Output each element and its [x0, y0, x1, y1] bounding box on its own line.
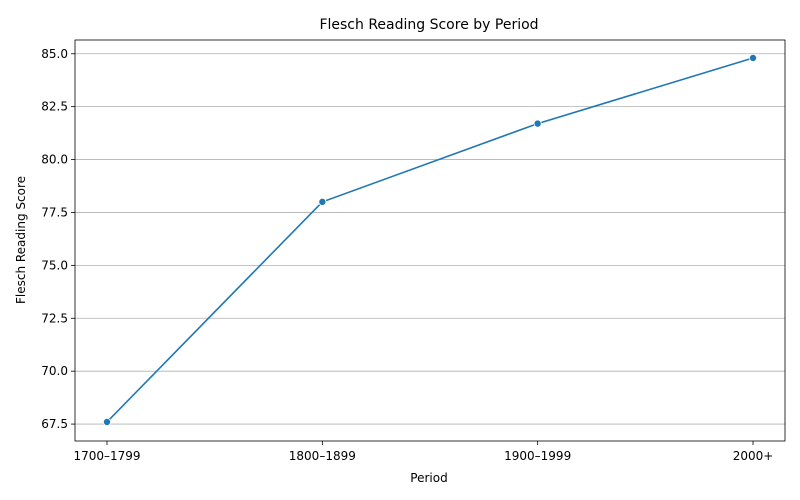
y-tick-label: 85.0	[41, 47, 68, 61]
y-tick-label: 80.0	[41, 153, 68, 167]
x-axis-label: Period	[410, 471, 447, 485]
y-tick-label: 70.0	[41, 364, 68, 378]
y-tick-label: 82.5	[41, 100, 68, 114]
series-layer	[103, 53, 758, 426]
x-tick-label: 1700–1799	[73, 449, 140, 463]
y-tick-label: 77.5	[41, 205, 68, 219]
gridlines	[75, 53, 785, 425]
tick-labels: 67.5 70.0 72.5 75.0 77.5 80.0 82.5 85.0 1700–179…	[41, 47, 773, 463]
plot-frame	[74, 39, 786, 442]
x-tick-label: 1800–1899	[289, 449, 356, 463]
y-tick-label: 67.5	[41, 417, 68, 431]
x-tick-label: 2000+	[733, 449, 774, 463]
y-axis-label: Flesch Reading Score	[14, 176, 28, 304]
series-line	[106, 57, 754, 423]
data-point	[749, 53, 758, 62]
data-point	[533, 119, 542, 128]
data-point	[318, 197, 327, 206]
data-point	[103, 417, 112, 426]
axes	[71, 39, 786, 445]
y-tick-label: 72.5	[41, 311, 68, 325]
x-tick-label: 1900–1999	[504, 449, 571, 463]
chart-title: Flesch Reading Score by Period	[319, 17, 538, 33]
y-tick-label: 75.0	[41, 258, 68, 272]
